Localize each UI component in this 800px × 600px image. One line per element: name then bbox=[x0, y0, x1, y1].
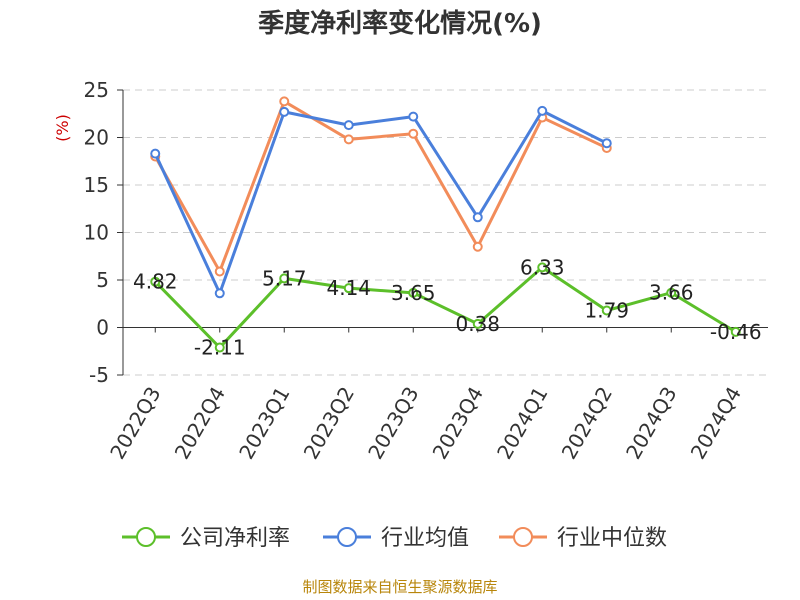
data-point bbox=[214, 342, 225, 353]
data-point bbox=[150, 148, 161, 159]
data-point bbox=[601, 305, 612, 316]
data-point bbox=[537, 262, 548, 273]
data-point bbox=[472, 212, 483, 223]
y-axis-unit: (%) bbox=[53, 114, 72, 142]
data-point bbox=[601, 138, 612, 149]
data-point bbox=[408, 128, 419, 139]
data-label: 4.14 bbox=[326, 276, 371, 300]
data-label: 4.82 bbox=[133, 270, 178, 294]
y-tick-label: 20 bbox=[84, 126, 109, 150]
data-point bbox=[343, 134, 354, 145]
data-label: 5.17 bbox=[262, 266, 307, 290]
data-point bbox=[537, 105, 548, 116]
x-tick-label: 2022Q4 bbox=[170, 383, 230, 464]
legend-item-2[interactable]: 行业中位数 bbox=[499, 526, 667, 551]
legend-label: 行业均值 bbox=[381, 526, 469, 551]
legend-item-1[interactable]: 行业均值 bbox=[323, 526, 469, 551]
y-tick-label: 10 bbox=[84, 221, 109, 245]
data-point bbox=[214, 288, 225, 299]
data-point bbox=[472, 241, 483, 252]
series-line-1 bbox=[153, 109, 608, 295]
y-tick-label: 15 bbox=[84, 173, 109, 197]
legend-label: 公司净利率 bbox=[180, 526, 290, 551]
source-note: 制图数据来自恒生聚源数据库 bbox=[302, 578, 497, 596]
data-point bbox=[666, 287, 677, 298]
x-tick-label: 2023Q4 bbox=[428, 383, 488, 464]
data-label: -0.46 bbox=[710, 320, 762, 344]
data-point bbox=[472, 318, 483, 329]
data-point bbox=[150, 276, 161, 287]
x-tick-label: 2024Q2 bbox=[557, 383, 617, 464]
x-tick-label: 2022Q3 bbox=[105, 383, 165, 464]
legend-marker bbox=[136, 527, 156, 547]
data-point bbox=[279, 96, 290, 107]
y-tick-label: 25 bbox=[84, 78, 109, 102]
data-point bbox=[730, 326, 741, 337]
legend-item-0[interactable]: 公司净利率 bbox=[122, 526, 290, 551]
data-label: 1.79 bbox=[584, 298, 629, 322]
x-tick-label: 2023Q2 bbox=[299, 383, 359, 464]
data-label: -2.11 bbox=[194, 336, 246, 360]
series-layer bbox=[150, 96, 741, 353]
legend-marker bbox=[337, 527, 357, 547]
data-point bbox=[343, 120, 354, 131]
legend-marker bbox=[513, 527, 533, 547]
data-point bbox=[279, 106, 290, 117]
data-labels: 4.82 -2.11 5.17 4.14 3.65 0.38 6.33 1.79 3.66 -0.… bbox=[133, 255, 762, 359]
y-tick-label: 0 bbox=[96, 316, 109, 340]
data-point bbox=[214, 266, 225, 277]
data-point bbox=[279, 273, 290, 284]
data-label: 3.66 bbox=[649, 281, 694, 305]
legend[interactable]: 公司净利率 行业均值 行业中位数 bbox=[122, 526, 667, 551]
series-line-2 bbox=[153, 99, 608, 273]
legend-label: 行业中位数 bbox=[557, 526, 667, 551]
data-point bbox=[408, 111, 419, 122]
x-tick-label: 2023Q3 bbox=[363, 383, 423, 464]
series-line-0 bbox=[154, 265, 737, 350]
y-tick-label: -5 bbox=[89, 363, 109, 387]
data-label: 3.65 bbox=[391, 281, 436, 305]
data-point bbox=[408, 287, 419, 298]
data-label: 0.38 bbox=[455, 312, 500, 336]
x-tick-label: 2024Q3 bbox=[621, 383, 681, 464]
chart-title: 季度净利率变化情况(%) bbox=[258, 8, 542, 39]
data-point bbox=[343, 283, 354, 294]
x-tick-label: 2024Q4 bbox=[686, 383, 746, 464]
x-tick-label: 2024Q1 bbox=[492, 383, 552, 464]
x-tick-label: 2023Q1 bbox=[234, 383, 294, 464]
y-tick-label: 5 bbox=[96, 268, 109, 292]
data-label: 6.33 bbox=[520, 255, 565, 279]
